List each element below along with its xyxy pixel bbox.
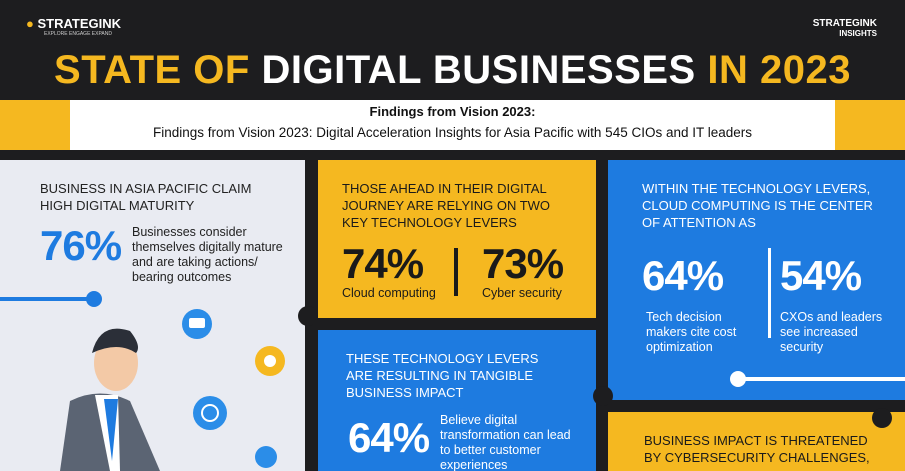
stat-value: 76% — [40, 222, 122, 269]
panel-heading: BUSINESS IN ASIA PACIFIC CLAIM HIGH DIGI… — [40, 181, 252, 213]
divider — [454, 248, 458, 296]
subtitle: Findings from Vision 2023: Digital Accel… — [152, 125, 753, 140]
stat-text: CXOs and leaders see increased security — [780, 310, 883, 354]
stat-value: 73% — [482, 240, 564, 287]
panel: BUSINESS IN ASIA PACIFIC CLAIM HIGH DIGI… — [0, 160, 305, 471]
panel: THESE TECHNOLOGY LEVERS ARE RESULTING IN… — [318, 330, 596, 471]
connector-dot — [872, 408, 892, 428]
divider — [768, 248, 771, 338]
panel-heading: BUSINESS IMPACT IS THREATENED BY CYBERSE… — [644, 433, 870, 465]
logo-right-sub: INSIGHTS — [839, 29, 877, 38]
panel: BUSINESS IMPACT IS THREATENED BY CYBERSE… — [608, 412, 905, 471]
stat-text: Tech decision makers cite cost optimizat… — [646, 310, 737, 354]
panel-heading: THESE TECHNOLOGY LEVERS ARE RESULTING IN… — [346, 351, 539, 400]
band-inner — [70, 100, 835, 150]
title: STATE OF DIGITAL BUSINESSES IN 2023 — [0, 48, 905, 93]
logo-right: STRATEGINK INSIGHTS — [813, 18, 877, 38]
title-part: STATE OF — [54, 48, 250, 92]
slider-line — [736, 377, 905, 381]
logo-text: STRATEGINK — [37, 16, 122, 31]
slider-dot — [730, 371, 746, 387]
logo-tagline: EXPLORE ENGAGE EXPAND — [44, 31, 112, 37]
panel: THOSE AHEAD IN THEIR DIGITAL JOURNEY ARE… — [318, 160, 596, 318]
stat-value: 74% — [342, 240, 424, 287]
title-part: IN 2023 — [707, 48, 851, 92]
title-part: DIGITAL BUSINESSES — [261, 48, 696, 92]
stat-text: Believe digital transformation can lead … — [440, 413, 571, 471]
subtitle-bold: Findings from Vision 2023: — [369, 104, 536, 119]
connector-dot — [593, 386, 613, 406]
stat-text: Businesses consider themselves digitally… — [132, 225, 283, 284]
panel-heading: THOSE AHEAD IN THEIR DIGITAL JOURNEY ARE… — [342, 181, 551, 230]
stat-text: Cloud computing — [342, 286, 436, 300]
panel: WITHIN THE TECHNOLOGY LEVERS, CLOUD COMP… — [608, 160, 905, 400]
stat-value: 64% — [348, 414, 430, 461]
stat-value: 64% — [642, 252, 724, 299]
stat-text: Cyber security — [482, 286, 562, 300]
logo-right-text: STRATEGINK — [812, 18, 877, 29]
logo: ● STRATEGINK EXPLORE ENGAGE EXPAND — [26, 16, 122, 37]
panel-heading: WITHIN THE TECHNOLOGY LEVERS, CLOUD COMP… — [642, 181, 873, 230]
slider-dot — [86, 291, 102, 307]
illustration — [60, 309, 285, 471]
slider-line — [0, 297, 95, 301]
connector-dot — [298, 306, 318, 326]
stat-value: 54% — [780, 252, 862, 299]
